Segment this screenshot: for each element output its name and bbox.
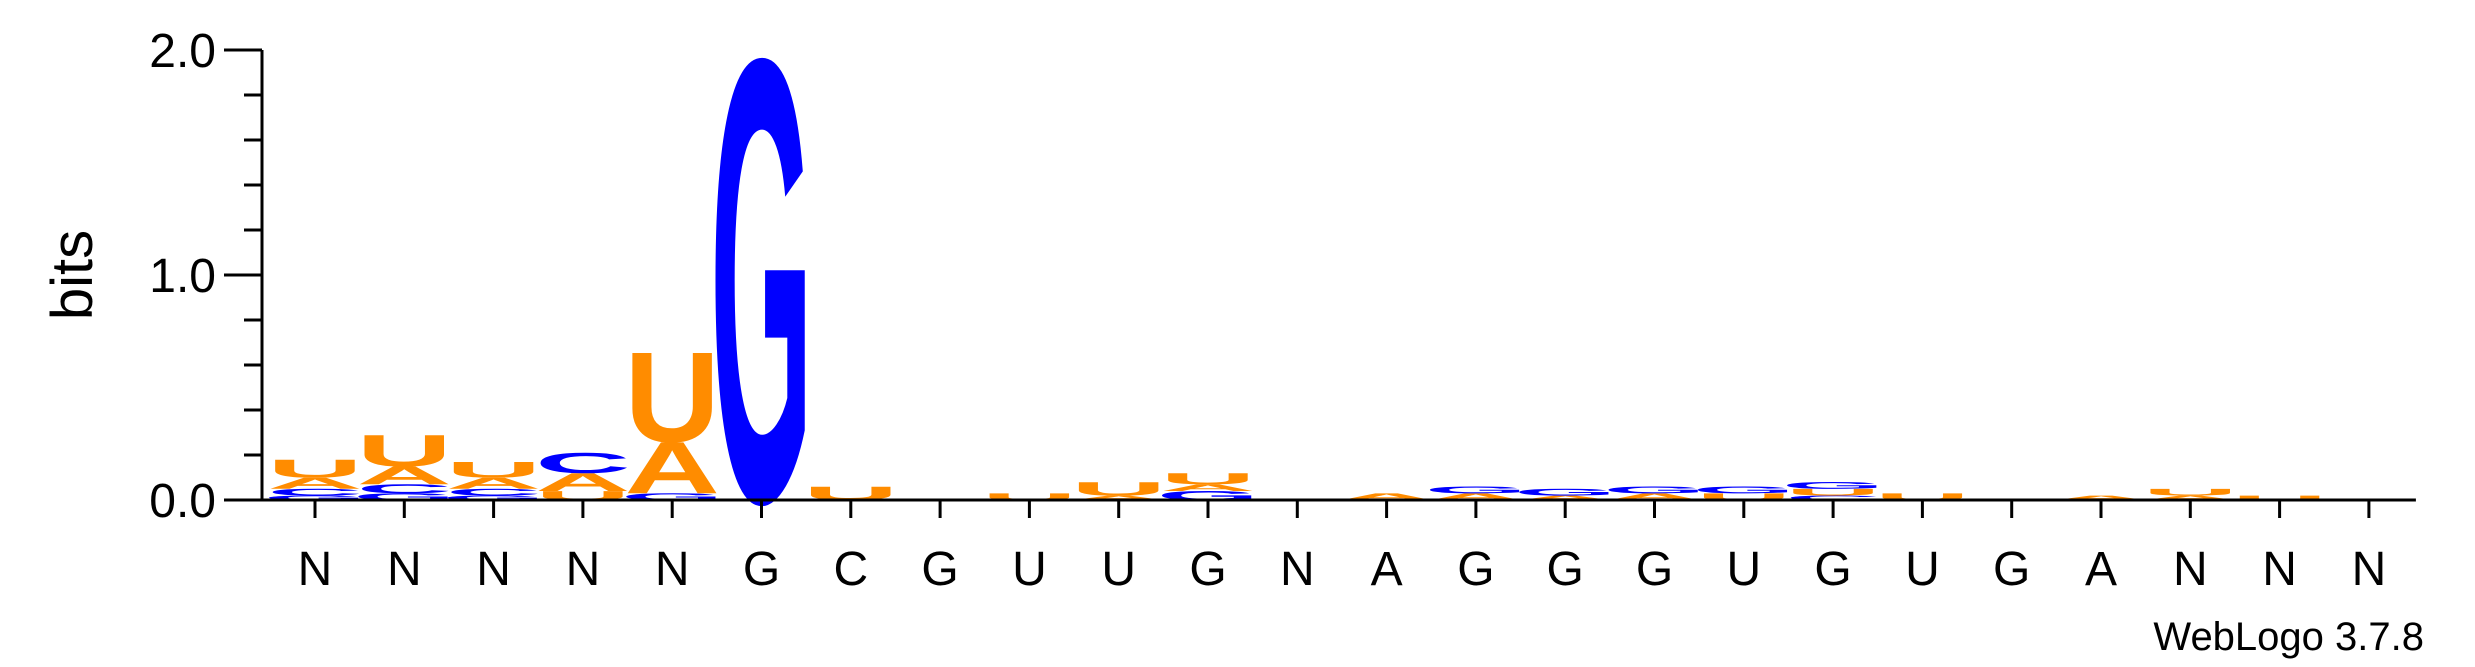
- position-label: N: [566, 543, 601, 596]
- logo-letter-U: U: [2232, 494, 2328, 501]
- logo-letter-U: U: [1071, 478, 1167, 500]
- position-label: N: [1280, 543, 1315, 596]
- logo-letter-C: C: [535, 447, 631, 479]
- position-label: G: [1636, 543, 1673, 596]
- logo-letter-A: A: [357, 461, 453, 490]
- logo-letter-U: U: [267, 455, 363, 484]
- stack-column: AG: [1514, 487, 1617, 502]
- position-label: N: [2173, 543, 2208, 596]
- logo-letter-A: A: [624, 426, 720, 509]
- y-axis: 0.0 1.0 2.0: [149, 25, 264, 528]
- y-tick-label: 0.0: [149, 475, 216, 528]
- stack-column: AU: [2143, 487, 2239, 502]
- logo-letter-A: A: [2053, 494, 2149, 501]
- logo-letter-U: U: [1696, 491, 1792, 502]
- position-label: C: [833, 543, 868, 596]
- logo-letter-G: G: [1692, 485, 1795, 496]
- stack-column: GAU: [1157, 470, 1260, 503]
- logo-letter-U: U: [1785, 487, 1881, 498]
- logo-letter-C: C: [446, 487, 542, 498]
- stack-column: U: [2232, 494, 2328, 501]
- position-label: U: [1012, 543, 1047, 596]
- stack-column: CUG: [1782, 480, 1885, 501]
- logo-letter-A: A: [1160, 482, 1256, 493]
- y-tick-label: 1.0: [149, 250, 216, 303]
- logo-letter-A: A: [446, 474, 542, 492]
- logo-letter-U: U: [2143, 487, 2239, 498]
- logo-letter-A: A: [1339, 491, 1435, 502]
- logo-letter-A: A: [2143, 494, 2239, 501]
- position-label: G: [1457, 543, 1494, 596]
- position-label: U: [1726, 543, 1761, 596]
- stack-column: UG: [1692, 485, 1795, 503]
- logo-letter-G: G: [710, 0, 813, 634]
- stack-column: AG: [1603, 485, 1706, 503]
- y-tick-label: 2.0: [149, 25, 216, 78]
- logo-letter-G: G: [1782, 480, 1885, 491]
- weblogo-credit: WebLogo 3.7.8: [2153, 615, 2424, 659]
- logo-letter-U: U: [982, 491, 1078, 502]
- stack-column: UAC: [535, 447, 631, 503]
- logo-letter-A: A: [1517, 494, 1613, 501]
- position-label: N: [298, 543, 333, 596]
- position-label: G: [1993, 543, 2030, 596]
- logo-letter-C: C: [1785, 494, 1881, 501]
- position-label: G: [921, 543, 958, 596]
- logo-letter-A: A: [1428, 491, 1524, 502]
- logo-letter-A: A: [1071, 494, 1167, 501]
- logo-letter-G: G: [621, 491, 724, 502]
- logo-letter-C: C: [357, 482, 453, 496]
- logo-letter-G: G: [353, 491, 456, 502]
- stack-column: GAU: [621, 325, 724, 509]
- position-label: U: [1101, 543, 1136, 596]
- logo-letter-U: U: [1875, 491, 1971, 502]
- logo-letter-G: G: [1603, 485, 1706, 496]
- logo-letter-G: G: [264, 494, 367, 501]
- stack-column: G: [710, 0, 813, 634]
- stack-column: AU: [1071, 478, 1167, 501]
- position-label: N: [476, 543, 511, 596]
- position-label: N: [655, 543, 690, 596]
- logo-letter-A: A: [1607, 491, 1703, 502]
- logo-letter-G: G: [442, 494, 545, 501]
- stack-column: A: [1339, 491, 1435, 502]
- logo-letter-G: G: [1514, 487, 1617, 498]
- y-axis-label: bits: [40, 230, 105, 320]
- stack-column: A: [2053, 494, 2149, 501]
- stack-column: U: [1875, 491, 1971, 502]
- position-label: A: [1371, 543, 1403, 596]
- logo-letter-A: A: [267, 474, 363, 492]
- position-label: N: [2262, 543, 2297, 596]
- logo-letter-U: U: [357, 426, 452, 476]
- stack-column: AG: [1424, 485, 1527, 503]
- position-label: U: [1905, 543, 1940, 596]
- logo-letter-G: G: [1424, 485, 1527, 496]
- position-label: G: [1189, 543, 1226, 596]
- logo-letter-A: A: [535, 468, 631, 497]
- stack-column: U: [982, 491, 1078, 502]
- position-label: G: [1814, 543, 1851, 596]
- position-label: G: [743, 543, 780, 596]
- position-label: N: [387, 543, 422, 596]
- logo-letter-U: U: [624, 325, 720, 469]
- position-label: A: [2085, 543, 2117, 596]
- position-label: N: [2352, 543, 2387, 596]
- logo-letter-U: U: [446, 457, 542, 482]
- logo-letter-C: C: [267, 487, 363, 498]
- logo-letter-U: U: [1160, 470, 1256, 488]
- position-label: G: [1547, 543, 1584, 596]
